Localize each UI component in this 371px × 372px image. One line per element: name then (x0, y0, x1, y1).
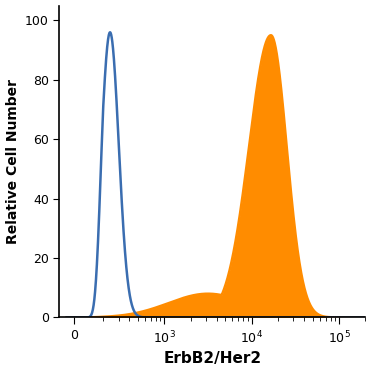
Y-axis label: Relative Cell Number: Relative Cell Number (6, 79, 20, 244)
X-axis label: ErbB2/Her2: ErbB2/Her2 (163, 352, 262, 366)
